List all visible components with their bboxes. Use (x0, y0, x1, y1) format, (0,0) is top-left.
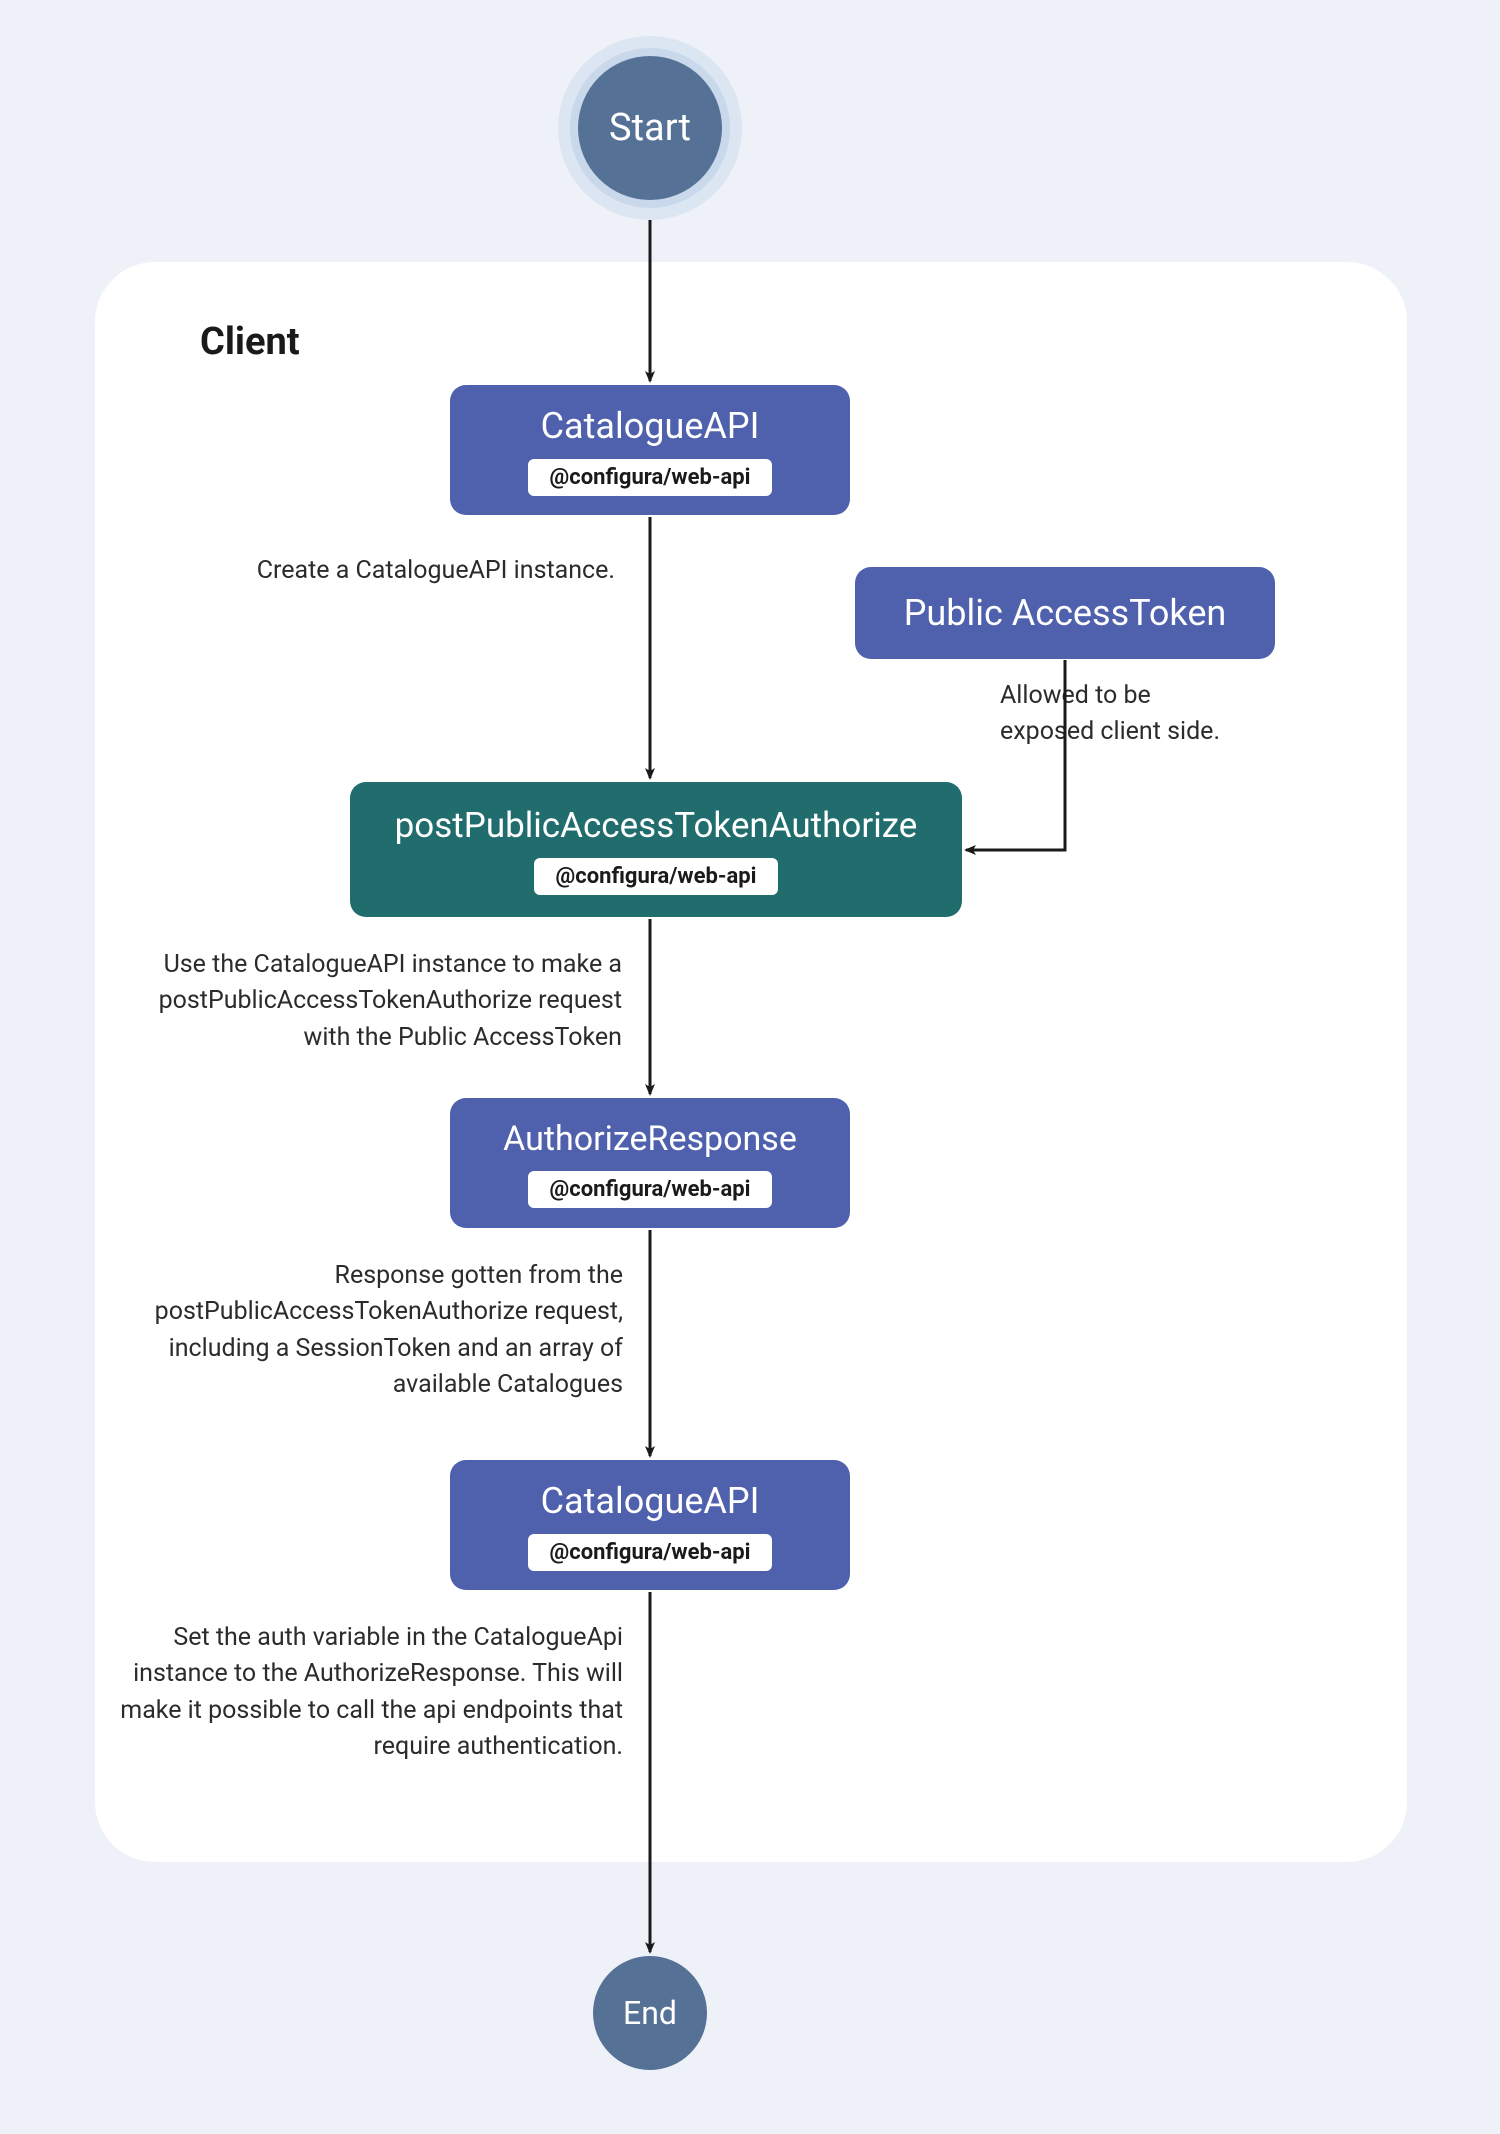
node-public-access-token: Public AccessToken (855, 567, 1275, 659)
diagram-canvas: Client Start End CatalogueAPI @configura… (0, 0, 1500, 2134)
node-title: CatalogueAPI (541, 1480, 760, 1522)
node-badge: @configura/web-api (534, 858, 779, 895)
start-label: Start (578, 56, 722, 200)
node-badge: @configura/web-api (528, 459, 773, 496)
node-catalogue-api-1: CatalogueAPI @configura/web-api (450, 385, 850, 515)
node-catalogue-api-2: CatalogueAPI @configura/web-api (450, 1460, 850, 1590)
node-title: CatalogueAPI (541, 405, 760, 447)
node-title: postPublicAccessTokenAuthorize (395, 805, 918, 846)
node-title: AuthorizeResponse (503, 1119, 797, 1159)
desc-use-instance: Use the CatalogueAPI instance to make a … (122, 947, 622, 1056)
desc-create-instance: Create a CatalogueAPI instance. (215, 553, 615, 589)
client-label: Client (200, 320, 300, 364)
desc-response-gotten: Response gotten from the postPublicAcces… (110, 1258, 623, 1403)
start-terminal: Start (558, 36, 742, 220)
desc-set-auth: Set the auth variable in the CatalogueAp… (108, 1620, 623, 1765)
node-post-public-access-token-authorize: postPublicAccessTokenAuthorize @configur… (350, 782, 962, 917)
node-badge: @configura/web-api (528, 1171, 773, 1208)
end-terminal: End (593, 1956, 707, 2070)
node-authorize-response: AuthorizeResponse @configura/web-api (450, 1098, 850, 1228)
node-badge: @configura/web-api (528, 1534, 773, 1571)
desc-allowed-exposed: Allowed to be exposed client side. (1000, 678, 1250, 751)
